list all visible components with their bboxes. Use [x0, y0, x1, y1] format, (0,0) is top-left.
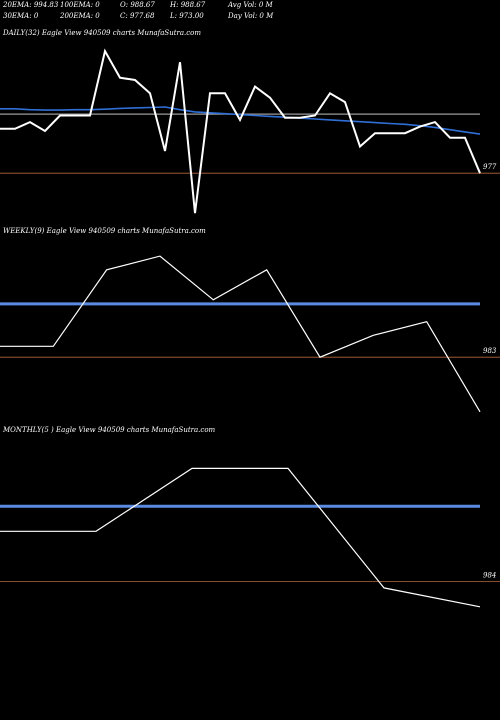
- close-readout: C: 977.68: [120, 12, 155, 20]
- daily-series-average-1-line: [0, 106, 481, 135]
- weekly-series-price-line: [0, 255, 481, 413]
- monthly-price-label: 984: [483, 572, 496, 580]
- daily-panel-title: DAILY(32) Eagle View 940509 charts Munaf…: [3, 29, 202, 37]
- high-readout: H: 988.67: [170, 1, 206, 9]
- ema200-readout: 200EMA: 0: [60, 12, 100, 20]
- monthly-panel-title: MONTHLY(5 ) Eagle View 940509 charts Mun…: [3, 426, 216, 434]
- ema20-readout: 20EMA: 994.83: [3, 1, 59, 9]
- weekly-price-label: 983: [483, 347, 497, 355]
- daily-price-label: 977: [483, 163, 497, 171]
- ema30-readout: 30EMA: 0: [3, 12, 39, 20]
- weekly-panel-title: WEEKLY(9) Eagle View 940509 charts Munaf…: [3, 227, 206, 235]
- monthly-series-price-line: [0, 467, 481, 608]
- dayvol-readout: Day Vol: 0 M: [228, 12, 274, 20]
- open-readout: O: 988.67: [120, 1, 155, 9]
- low-readout: L: 973.00: [170, 12, 204, 20]
- ema100-readout: 100EMA: 0: [60, 1, 100, 9]
- daily-series-price-line: [0, 48, 481, 214]
- avgvol-readout: Avg Vol: 0 M: [228, 1, 273, 9]
